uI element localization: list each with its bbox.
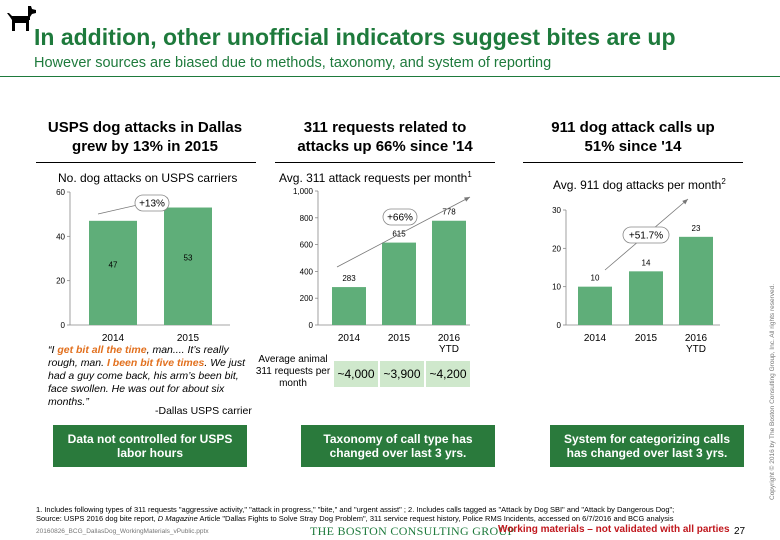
x-tick-label: YTD bbox=[439, 344, 459, 355]
page-number: 27 bbox=[734, 526, 746, 537]
growth-pill bbox=[622, 226, 670, 244]
col1-divider bbox=[36, 162, 256, 163]
col3-chart-title: Avg. 911 dog attacks per month2 bbox=[553, 177, 726, 192]
col1-caveat-box: Data not controlled for USPS labor hours bbox=[53, 425, 247, 467]
avg-animal-label: Average animal 311 requests per month bbox=[255, 354, 331, 389]
x-tick-label: 2015 bbox=[177, 333, 200, 344]
avg-animal-2014: ~4,000 bbox=[334, 361, 378, 387]
bar bbox=[629, 271, 663, 325]
y-tick-label: 800 bbox=[300, 214, 314, 223]
file-name: 20160826_BCG_DallasDog_WorkingMaterials_… bbox=[36, 528, 209, 535]
source-line: Source: USPS 2016 dog bite report, D Mag… bbox=[36, 514, 674, 523]
bar bbox=[332, 287, 366, 325]
bar-value-label: 23 bbox=[692, 224, 701, 233]
y-tick-label: 400 bbox=[300, 267, 314, 276]
x-tick-label: 2015 bbox=[388, 333, 411, 344]
avg-animal-2016: ~4,200 bbox=[426, 361, 470, 387]
x-tick-label: 2015 bbox=[635, 333, 658, 344]
bar-value-label: 283 bbox=[342, 274, 356, 283]
y-tick-label: 10 bbox=[552, 283, 561, 292]
bar bbox=[578, 286, 612, 325]
quote-attribution: -Dallas USPS carrier bbox=[155, 405, 252, 417]
col1-chart-title: No. dog attacks on USPS carriers bbox=[58, 171, 238, 185]
bar bbox=[164, 207, 212, 325]
col2-caveat-box: Taxonomy of call type has changed over l… bbox=[301, 425, 495, 467]
bar bbox=[382, 242, 416, 325]
y-tick-label: 20 bbox=[552, 244, 561, 253]
y-tick-label: 0 bbox=[309, 321, 314, 330]
col2-divider bbox=[275, 162, 495, 163]
copyright-notice: Copyright © 2016 by The Boston Consultin… bbox=[769, 283, 776, 500]
col3-heading: 911 dog attack calls up 51% since '14 bbox=[551, 119, 715, 155]
growth-label: +13% bbox=[139, 199, 165, 210]
col1-heading: USPS dog attacks in Dallas grew by 13% i… bbox=[47, 119, 243, 155]
x-tick-label: 2014 bbox=[102, 333, 125, 344]
growth-arrow-head bbox=[682, 199, 688, 205]
y-tick-label: 60 bbox=[56, 188, 65, 197]
carrier-quote: “I get bit all the time, man.... It’s re… bbox=[48, 344, 246, 408]
bar-value-label: 47 bbox=[109, 261, 118, 270]
header-divider bbox=[0, 76, 780, 77]
bar-value-label: 778 bbox=[442, 208, 456, 217]
col3-divider bbox=[523, 162, 743, 163]
y-tick-label: 30 bbox=[552, 206, 561, 215]
y-tick-label: 0 bbox=[61, 321, 66, 330]
y-tick-label: 40 bbox=[56, 232, 65, 241]
page-subtitle: However sources are biased due to method… bbox=[34, 55, 552, 71]
bar-value-label: 14 bbox=[642, 258, 651, 267]
bar-value-label: 53 bbox=[184, 253, 193, 262]
bcg-logo-text: THE BOSTON CONSULTING GROUP bbox=[310, 524, 515, 538]
bar bbox=[89, 220, 137, 325]
bar bbox=[432, 220, 466, 325]
page-title: In addition, other unofficial indicators… bbox=[34, 24, 676, 50]
growth-label: +51.7% bbox=[629, 231, 663, 242]
y-tick-label: 1,000 bbox=[293, 187, 314, 196]
growth-arrow-line bbox=[336, 196, 471, 268]
working-materials-warning: Working materials – not validated with a… bbox=[498, 524, 730, 535]
col3-caveat-box: System for categorizing calls has change… bbox=[550, 425, 744, 467]
growth-pill bbox=[134, 194, 170, 212]
growth-label: +66% bbox=[387, 213, 413, 224]
avg-animal-2015: ~3,900 bbox=[380, 361, 424, 387]
y-tick-label: 600 bbox=[300, 241, 314, 250]
x-tick-label: 2014 bbox=[584, 333, 607, 344]
y-tick-label: 0 bbox=[557, 321, 562, 330]
x-tick-label: 2016 bbox=[438, 333, 461, 344]
col2-heading: 311 requests related to attacks up 66% s… bbox=[297, 119, 473, 155]
y-tick-label: 20 bbox=[56, 277, 65, 286]
x-tick-label: 2014 bbox=[338, 333, 361, 344]
col2-chart-title: Avg. 311 attack requests per month1 bbox=[279, 170, 472, 185]
footnotes: 1. Includes following types of 311 reque… bbox=[36, 505, 675, 523]
bar bbox=[679, 236, 713, 325]
dog-silhouette-icon bbox=[7, 6, 36, 31]
growth-arrow-head bbox=[464, 197, 470, 202]
growth-pill bbox=[382, 208, 418, 226]
x-tick-label: 2016 bbox=[685, 333, 708, 344]
x-tick-label: YTD bbox=[686, 344, 706, 355]
bar-value-label: 10 bbox=[591, 274, 600, 283]
y-tick-label: 200 bbox=[300, 294, 314, 303]
